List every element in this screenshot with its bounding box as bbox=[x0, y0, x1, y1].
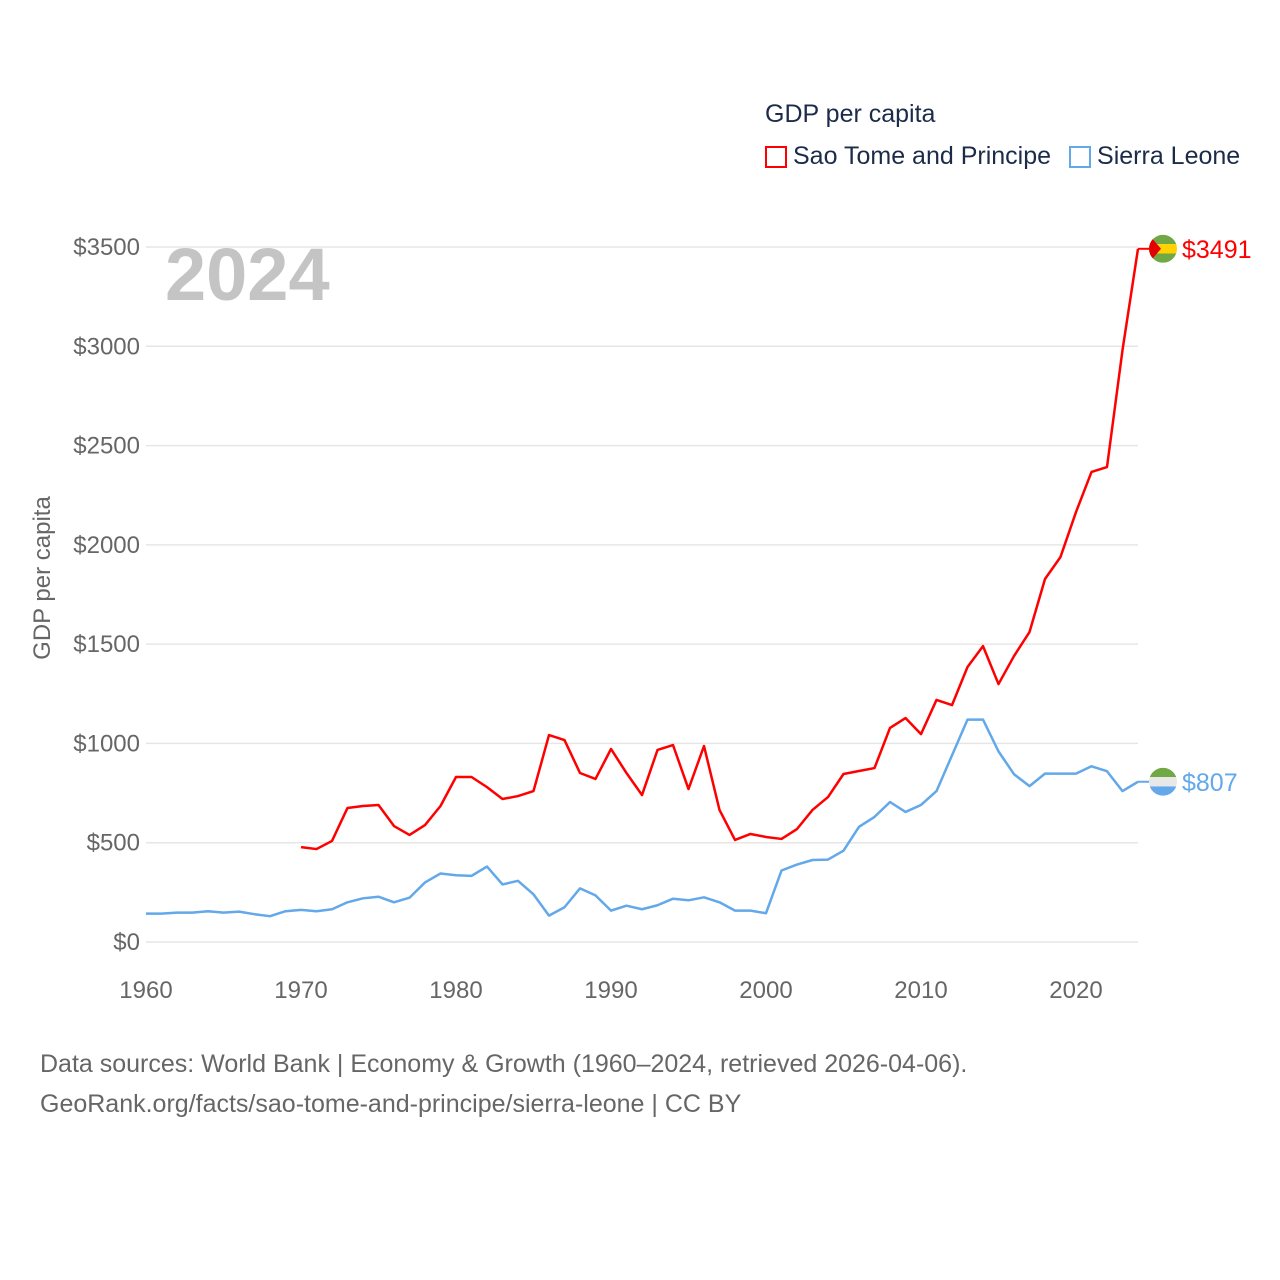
x-tick-label: 1980 bbox=[429, 977, 482, 1004]
year-label: 2024 bbox=[165, 233, 330, 316]
end-value-label: $3491 bbox=[1182, 236, 1252, 264]
legend: Sao Tome and Principe Sierra Leone bbox=[765, 142, 1240, 171]
x-tick-label: 2010 bbox=[894, 977, 947, 1004]
data-sources: Data sources: World Bank | Economy & Gro… bbox=[40, 1050, 968, 1078]
legend-item-sierra-leone[interactable]: Sierra Leone bbox=[1069, 142, 1240, 171]
sao-tome-flag-icon bbox=[1149, 234, 1177, 263]
series-line-sao-tome bbox=[300, 248, 1140, 851]
x-tick-label: 1990 bbox=[584, 977, 637, 1004]
y-tick-label: $1000 bbox=[73, 730, 140, 757]
source-url: GeoRank.org/facts/sao-tome-and-principe/… bbox=[40, 1090, 742, 1118]
legend-title: GDP per capita bbox=[765, 100, 936, 128]
x-tick-label: 2020 bbox=[1049, 977, 1102, 1004]
y-tick-label: $3000 bbox=[73, 333, 140, 360]
y-tick-label: $500 bbox=[87, 830, 140, 857]
y-tick-label: $2500 bbox=[73, 433, 140, 460]
legend-label: Sao Tome and Principe bbox=[793, 142, 1052, 170]
legend-swatch-sierra-leone bbox=[1069, 145, 1092, 168]
y-tick-label: $3500 bbox=[73, 234, 140, 261]
y-axis-label: GDP per capita bbox=[29, 496, 56, 660]
legend-swatch-sao-tome bbox=[765, 145, 787, 168]
y-tick-label: $0 bbox=[113, 929, 140, 956]
legend-item-sao-tome[interactable]: Sao Tome and Principe bbox=[765, 142, 1051, 171]
series-line-sierra-leone bbox=[146, 718, 1139, 918]
y-tick-label: $2000 bbox=[73, 532, 140, 559]
y-tick-label: $1500 bbox=[73, 631, 140, 658]
legend-label: Sierra Leone bbox=[1097, 142, 1241, 170]
sierra-leone-flag-icon bbox=[1149, 767, 1177, 796]
footer: Data sources: World Bank | Economy & Gro… bbox=[40, 1044, 967, 1124]
x-tick-label: 2000 bbox=[739, 977, 792, 1004]
end-value-label: $807 bbox=[1182, 769, 1238, 797]
x-tick-label: 1970 bbox=[274, 977, 327, 1004]
x-tick-label: 1960 bbox=[119, 977, 172, 1004]
